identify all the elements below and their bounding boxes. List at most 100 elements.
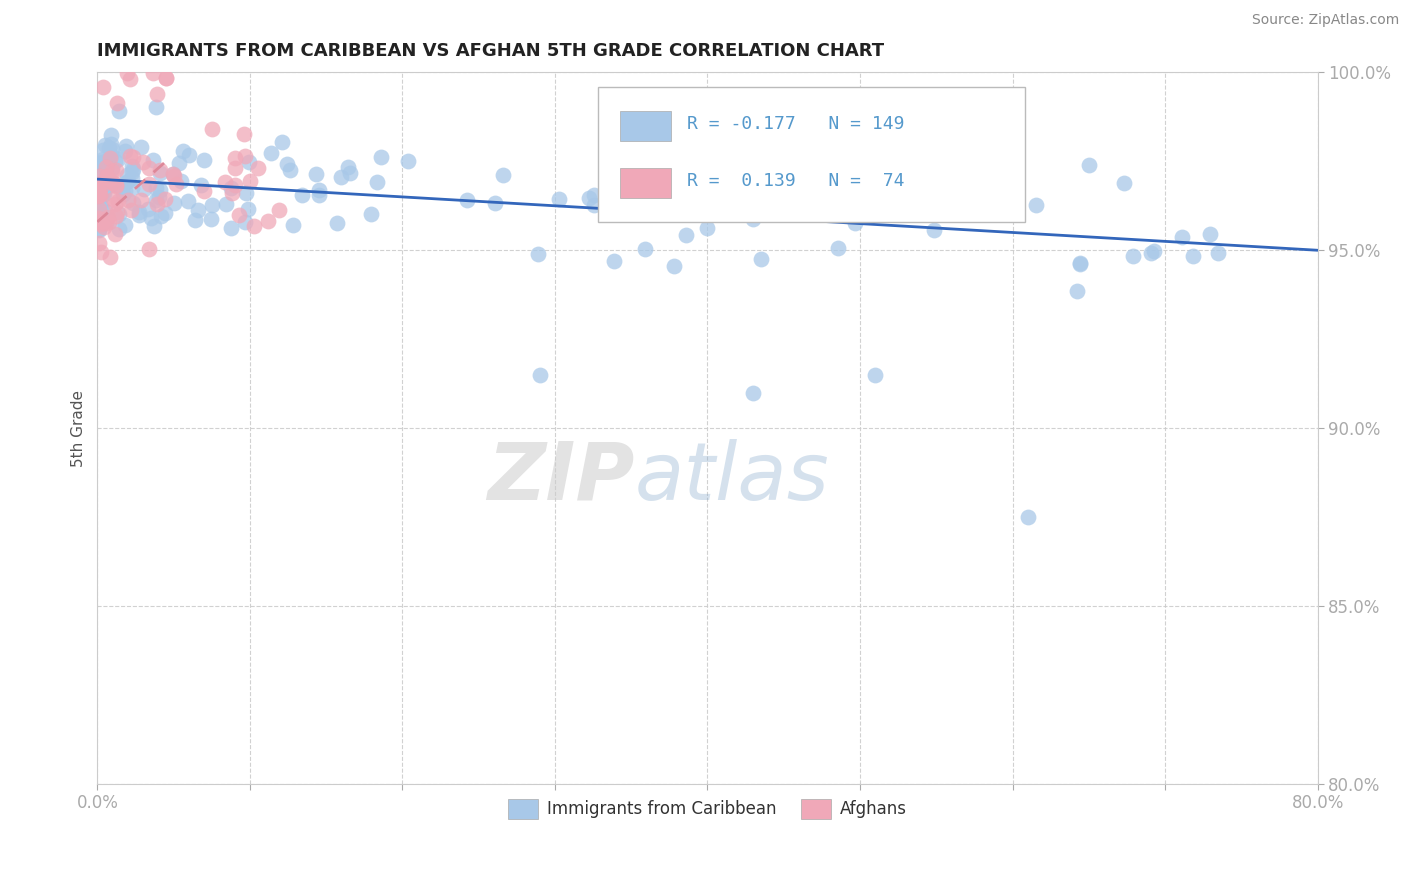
Point (110, 180, 132, 194)
Point (224, 151, 246, 165)
Point (114, 218, 136, 232)
Point (94, 154, 117, 169)
Text: atlas: atlas (634, 439, 830, 516)
Text: R = -0.177   N = 149: R = -0.177 N = 149 (686, 115, 904, 133)
Point (142, 66, 165, 80)
Text: IMMIGRANTS FROM CARIBBEAN VS AFGHAN 5TH GRADE CORRELATION CHART: IMMIGRANTS FROM CARIBBEAN VS AFGHAN 5TH … (97, 42, 884, 60)
Point (163, 195, 186, 210)
Point (105, 209, 128, 223)
Point (1198, 227, 1220, 241)
Point (87, 181, 110, 195)
Point (336, 160, 359, 174)
Point (155, 192, 177, 206)
Point (529, 368, 551, 382)
Point (201, 198, 224, 212)
Point (118, 149, 141, 163)
Point (644, 169, 666, 184)
Point (98, 151, 121, 165)
FancyBboxPatch shape (620, 168, 671, 198)
Point (548, 192, 571, 206)
Point (98, 250, 121, 264)
Point (105, 95, 128, 110)
Point (662, 259, 685, 273)
Point (107, 221, 129, 235)
Point (114, 185, 136, 199)
Point (87, 189, 110, 203)
Point (104, 197, 127, 211)
Point (366, 174, 388, 188)
Point (98, 172, 121, 186)
Point (177, 148, 200, 162)
Point (122, 162, 145, 177)
Point (128, 204, 150, 219)
Point (228, 208, 250, 222)
Point (582, 188, 605, 202)
Point (112, 186, 135, 201)
Point (326, 216, 349, 230)
Point (114, 138, 136, 153)
Point (162, 167, 184, 181)
Point (308, 183, 330, 197)
Point (187, 202, 209, 217)
Point (91, 189, 114, 203)
Point (1069, 257, 1091, 271)
Point (246, 161, 269, 175)
Point (308, 187, 330, 202)
Point (132, 155, 155, 169)
Point (492, 169, 515, 183)
Point (104, 153, 127, 168)
Point (93, 175, 115, 189)
Point (675, 228, 697, 243)
Point (1143, 244, 1166, 258)
Point (90, 244, 112, 259)
Point (89, 196, 111, 211)
Point (97, 210, 120, 224)
Point (1140, 245, 1163, 260)
Point (741, 212, 763, 227)
Point (100, 128, 122, 143)
Text: ZIP: ZIP (486, 439, 634, 516)
Point (742, 385, 765, 400)
Point (221, 186, 243, 201)
Point (90, 217, 112, 231)
Point (224, 161, 246, 175)
Point (94, 160, 117, 174)
Point (145, 181, 167, 195)
Point (172, 144, 194, 158)
Point (136, 202, 159, 216)
Point (224, 178, 246, 192)
Point (94, 214, 117, 228)
Point (183, 213, 205, 227)
Point (827, 241, 849, 255)
Point (108, 103, 131, 118)
Point (104, 227, 127, 241)
Point (87, 223, 110, 237)
Point (844, 216, 866, 230)
Point (658, 161, 681, 176)
Point (121, 170, 143, 185)
Point (145, 194, 167, 208)
Point (138, 161, 160, 175)
Point (162, 169, 184, 183)
Point (87, 156, 110, 170)
Point (155, 206, 177, 220)
Point (236, 202, 259, 217)
Point (1114, 176, 1136, 190)
Point (117, 193, 139, 207)
Point (1182, 249, 1205, 263)
Point (96, 157, 118, 171)
Point (89, 191, 111, 205)
Point (87, 222, 110, 236)
Point (138, 242, 160, 256)
Point (696, 220, 718, 235)
Point (105, 178, 128, 193)
Point (93, 187, 115, 202)
Point (93, 185, 115, 199)
Point (155, 70, 177, 85)
Point (100, 148, 122, 162)
Point (630, 195, 652, 210)
Point (1171, 230, 1194, 244)
Point (239, 174, 262, 188)
Point (93, 220, 115, 235)
Point (1206, 246, 1229, 260)
